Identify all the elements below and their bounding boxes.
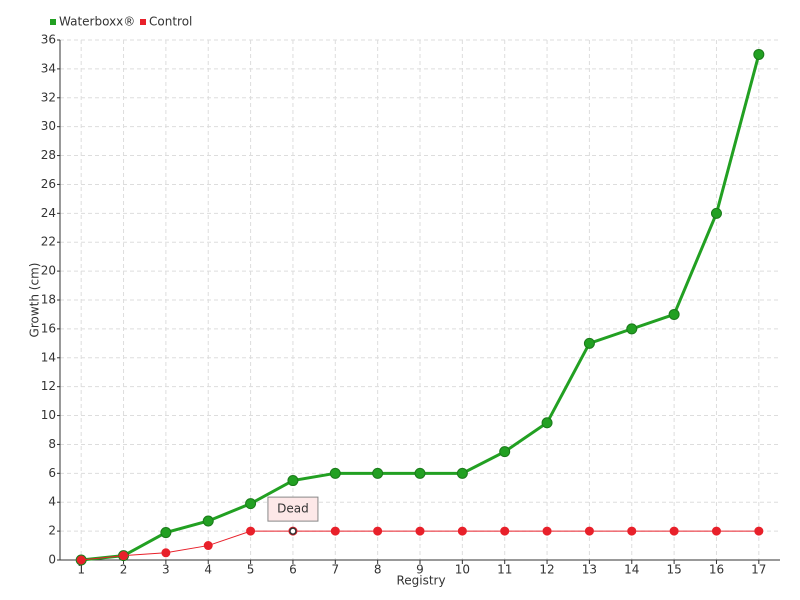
data-point	[710, 207, 722, 219]
y-tick-label: 20	[41, 264, 56, 278]
x-axis-label: Registry	[396, 574, 445, 588]
legend-swatch	[50, 19, 56, 25]
y-tick-label: 24	[41, 206, 56, 220]
x-tick-label: 8	[374, 563, 382, 577]
data-point	[415, 526, 425, 536]
annotation-box	[267, 496, 319, 522]
data-point	[372, 467, 384, 479]
data-point	[584, 526, 594, 536]
data-point	[542, 526, 552, 536]
x-tick-label: 10	[455, 563, 470, 577]
x-tick-label: 16	[709, 563, 724, 577]
data-point	[583, 337, 595, 349]
y-tick-label: 36	[41, 33, 56, 47]
data-point	[329, 467, 341, 479]
data-point	[668, 308, 680, 320]
data-point	[669, 526, 679, 536]
y-tick-label: 14	[41, 350, 56, 364]
highlight-point	[289, 527, 297, 535]
data-point	[414, 467, 426, 479]
data-point	[203, 541, 213, 551]
x-tick-label: 7	[331, 563, 339, 577]
y-tick-label: 22	[41, 235, 56, 249]
data-point	[711, 526, 721, 536]
data-point	[457, 526, 467, 536]
data-point	[76, 555, 86, 565]
y-tick-label: 30	[41, 119, 56, 133]
data-point	[456, 467, 468, 479]
data-point	[626, 323, 638, 335]
x-tick-label: 15	[666, 563, 681, 577]
data-point	[246, 526, 256, 536]
x-tick-label: 9	[416, 563, 424, 577]
y-tick-label: 16	[41, 321, 56, 335]
data-point	[161, 548, 171, 558]
y-tick-label: 34	[41, 61, 56, 75]
y-tick-label: 4	[48, 495, 56, 509]
x-tick-label: 3	[162, 563, 170, 577]
x-tick-label: 14	[624, 563, 639, 577]
y-tick-label: 12	[41, 379, 56, 393]
data-point	[287, 475, 299, 487]
x-tick-label: 17	[751, 563, 766, 577]
data-point	[202, 515, 214, 527]
x-tick-label: 4	[204, 563, 212, 577]
x-tick-label: 1	[77, 563, 85, 577]
data-point	[245, 498, 257, 510]
data-point	[499, 446, 511, 458]
y-tick-label: 28	[41, 148, 56, 162]
legend-label: Waterboxx®	[59, 15, 135, 29]
x-tick-label: 2	[120, 563, 128, 577]
legend-swatch	[140, 19, 146, 25]
x-tick-label: 5	[247, 563, 255, 577]
data-point	[330, 526, 340, 536]
x-tick-label: 11	[497, 563, 512, 577]
data-point	[541, 417, 553, 429]
x-tick-label: 6	[289, 563, 297, 577]
data-point	[119, 551, 129, 561]
y-tick-label: 2	[48, 524, 56, 538]
data-point	[373, 526, 383, 536]
y-tick-label: 26	[41, 177, 56, 191]
y-tick-label: 10	[41, 408, 56, 422]
y-tick-label: 32	[41, 90, 56, 104]
y-tick-label: 0	[48, 553, 56, 567]
y-tick-label: 8	[48, 437, 56, 451]
legend-label: Control	[149, 15, 192, 29]
data-point	[160, 527, 172, 539]
annotation-text: Dead	[277, 502, 309, 516]
data-point	[753, 48, 765, 60]
y-tick-label: 6	[48, 466, 56, 480]
x-tick-label: 12	[539, 563, 554, 577]
data-point	[754, 526, 764, 536]
y-axis-label: Growth (cm)	[28, 263, 42, 338]
data-point	[627, 526, 637, 536]
x-tick-label: 13	[582, 563, 597, 577]
y-tick-label: 18	[41, 293, 56, 307]
data-point	[500, 526, 510, 536]
